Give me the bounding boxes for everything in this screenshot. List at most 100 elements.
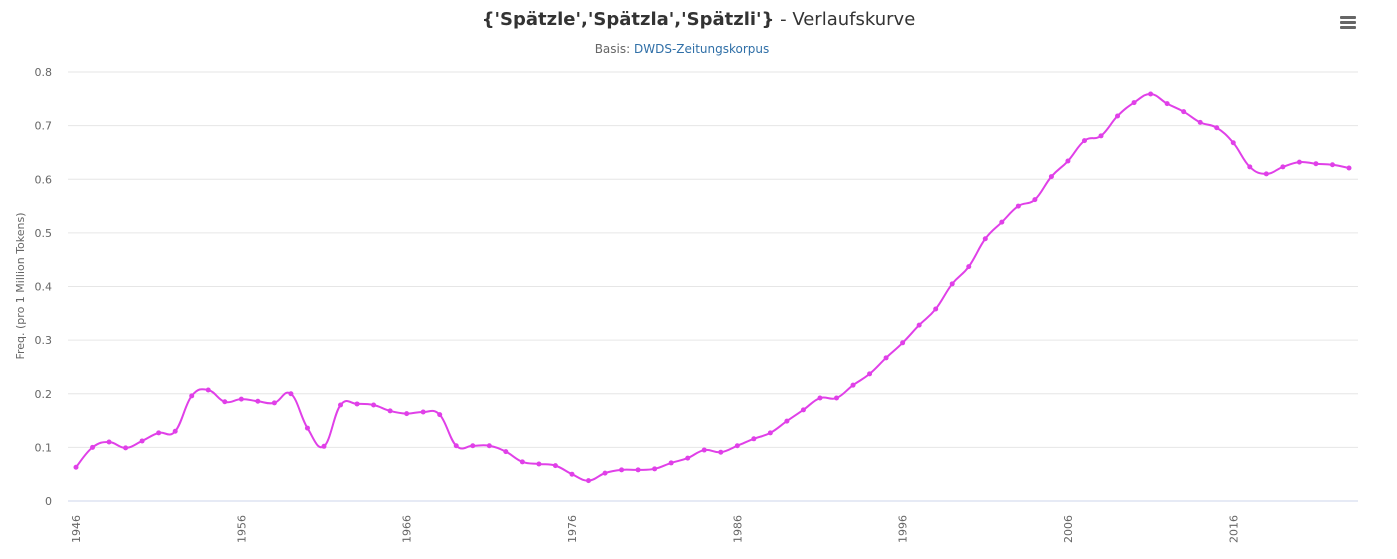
data-point-marker[interactable] xyxy=(1048,174,1054,180)
data-point-marker[interactable] xyxy=(321,443,327,449)
data-point-marker[interactable] xyxy=(1065,158,1071,164)
data-point-marker[interactable] xyxy=(156,430,162,436)
data-point-marker[interactable] xyxy=(503,449,509,455)
data-point-marker[interactable] xyxy=(536,461,542,467)
data-point-marker[interactable] xyxy=(404,411,410,417)
chart-context-menu-button[interactable] xyxy=(1336,12,1360,34)
data-point-marker[interactable] xyxy=(602,470,608,476)
data-point-marker[interactable] xyxy=(1247,164,1253,170)
data-point-marker[interactable] xyxy=(619,467,625,473)
data-point-marker[interactable] xyxy=(453,443,459,449)
data-point-marker[interactable] xyxy=(1263,171,1269,177)
data-point-marker[interactable] xyxy=(255,398,261,404)
data-point-marker[interactable] xyxy=(470,443,476,449)
data-point-marker[interactable] xyxy=(800,407,806,413)
x-tick-label: 1956 xyxy=(235,515,248,543)
data-point-marker[interactable] xyxy=(1131,100,1137,106)
data-point-marker[interactable] xyxy=(982,236,988,242)
data-point-marker[interactable] xyxy=(767,430,773,436)
data-point-marker[interactable] xyxy=(189,393,195,399)
corpus-link[interactable]: DWDS-Zeitungskorpus xyxy=(633,42,770,56)
y-axis-labels: 0 0.1 0.2 0.3 0.4 0.5 0.6 0.7 0.8 xyxy=(35,66,53,508)
data-point-marker[interactable] xyxy=(205,387,211,393)
y-tick-label: 0.2 xyxy=(35,388,53,401)
data-point-marker[interactable] xyxy=(949,281,955,287)
chart-title: {'Spätzle','Spätzla','Spätzli'} - Verlau… xyxy=(0,9,1397,30)
data-point-marker[interactable] xyxy=(1197,119,1203,125)
data-point-marker[interactable] xyxy=(1346,165,1352,171)
data-point-marker[interactable] xyxy=(883,355,889,361)
data-point-marker[interactable] xyxy=(519,459,525,465)
series-markers[interactable] xyxy=(73,91,1352,484)
data-point-marker[interactable] xyxy=(1148,91,1154,97)
data-point-marker[interactable] xyxy=(850,382,856,388)
x-tick-label: 2006 xyxy=(1062,515,1075,543)
data-point-marker[interactable] xyxy=(90,444,96,450)
data-point-marker[interactable] xyxy=(437,412,443,418)
data-point-marker[interactable] xyxy=(288,391,294,397)
data-point-marker[interactable] xyxy=(486,443,492,449)
data-point-marker[interactable] xyxy=(552,463,558,469)
data-point-marker[interactable] xyxy=(1230,140,1236,146)
data-point-marker[interactable] xyxy=(1214,125,1220,131)
data-point-marker[interactable] xyxy=(933,306,939,312)
data-point-marker[interactable] xyxy=(1115,113,1121,119)
data-point-marker[interactable] xyxy=(1081,138,1087,144)
data-point-marker[interactable] xyxy=(1329,162,1335,168)
data-point-marker[interactable] xyxy=(751,436,757,442)
series-line[interactable] xyxy=(75,92,1350,482)
data-point-marker[interactable] xyxy=(668,460,674,466)
y-tick-label: 0.4 xyxy=(35,281,53,294)
data-point-marker[interactable] xyxy=(916,322,922,328)
data-point-marker[interactable] xyxy=(966,264,972,270)
data-point-marker[interactable] xyxy=(718,449,724,455)
data-point-marker[interactable] xyxy=(371,402,377,408)
data-point-marker[interactable] xyxy=(387,408,393,414)
data-point-marker[interactable] xyxy=(106,439,112,445)
data-point-marker[interactable] xyxy=(420,409,426,415)
data-point-marker[interactable] xyxy=(304,425,310,431)
data-point-marker[interactable] xyxy=(1032,197,1038,203)
y-tick-label: 0.7 xyxy=(35,120,53,133)
data-point-marker[interactable] xyxy=(172,428,178,434)
y-gridlines xyxy=(68,71,1358,448)
data-point-marker[interactable] xyxy=(1280,164,1286,170)
data-point-marker[interactable] xyxy=(1098,133,1104,139)
y-axis-title: Freq. (pro 1 Million Tokens) xyxy=(14,212,27,359)
data-point-marker[interactable] xyxy=(1015,203,1021,209)
data-point-marker[interactable] xyxy=(271,400,277,406)
data-point-marker[interactable] xyxy=(238,396,244,402)
data-point-marker[interactable] xyxy=(222,399,228,405)
data-point-marker[interactable] xyxy=(900,340,906,346)
data-point-marker[interactable] xyxy=(1164,101,1170,107)
data-point-marker[interactable] xyxy=(354,401,360,407)
data-point-marker[interactable] xyxy=(784,418,790,424)
data-point-marker[interactable] xyxy=(701,447,707,453)
data-point-marker[interactable] xyxy=(1181,109,1187,115)
data-point-marker[interactable] xyxy=(867,371,873,377)
chart-title-terms: {'Spätzle','Spätzla','Spätzli'} xyxy=(481,9,775,30)
data-point-marker[interactable] xyxy=(73,464,79,470)
data-point-marker[interactable] xyxy=(1296,159,1302,165)
data-point-marker[interactable] xyxy=(833,395,839,401)
data-point-marker[interactable] xyxy=(123,445,129,451)
subtitle-prefix: Basis: xyxy=(594,42,634,56)
data-point-marker[interactable] xyxy=(1313,161,1319,167)
data-point-marker[interactable] xyxy=(586,478,592,484)
data-point-marker[interactable] xyxy=(685,455,691,461)
data-point-marker[interactable] xyxy=(139,438,145,444)
y-tick-label: 0.6 xyxy=(35,173,53,186)
x-tick-label: 1986 xyxy=(731,515,744,543)
chart-title-suffix: - Verlaufskurve xyxy=(774,9,916,30)
data-point-marker[interactable] xyxy=(734,443,740,449)
chart-subtitle: Basis: DWDS-Zeitungskorpus xyxy=(0,42,1364,56)
data-point-marker[interactable] xyxy=(817,395,823,401)
y-tick-label: 0.8 xyxy=(35,66,53,79)
y-tick-label: 0 xyxy=(45,495,52,508)
data-point-marker[interactable] xyxy=(635,467,641,473)
data-point-marker[interactable] xyxy=(652,466,658,472)
data-point-marker[interactable] xyxy=(338,402,344,408)
data-point-marker[interactable] xyxy=(569,471,575,477)
x-tick-label: 1946 xyxy=(70,515,83,543)
data-point-marker[interactable] xyxy=(999,219,1005,225)
